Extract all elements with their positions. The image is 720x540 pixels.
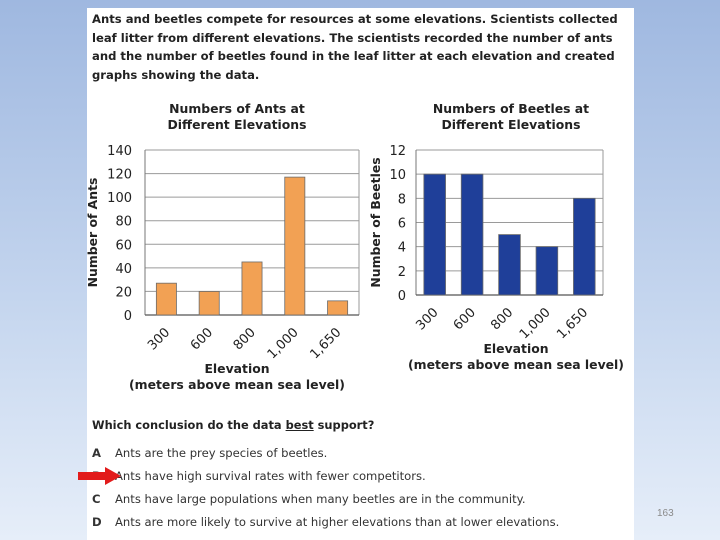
x-tick-label: 800 [231,325,259,353]
option-text: Ants are the prey species of beetles. [115,446,328,460]
y-tick-label: 0 [398,289,406,304]
y-tick-label: 10 [389,168,406,183]
y-tick-label: 6 [398,217,406,232]
bar-1,650 [327,300,349,316]
question-prefix: Which conclusion do the data [92,418,286,432]
option-text: Ants have high survival rates with fewer… [115,469,426,483]
bar-600 [198,291,220,316]
page-number: 163 [657,508,674,519]
option-text: Ants have large populations when many be… [115,492,526,506]
x-axis-title-line: (meters above mean sea level) [129,377,345,392]
y-tick-label: 2 [398,265,406,280]
option-d[interactable]: D Ants are more likely to survive at high… [92,515,559,529]
question-prompt: Which conclusion do the data best suppor… [92,418,374,432]
x-tick-label: 300 [145,325,173,353]
option-letter: D [92,515,102,529]
option-letter: A [92,446,101,460]
answer-pointer-arrow-icon [78,467,121,485]
x-tick-label: 800 [488,305,516,333]
y-tick-label: 20 [115,285,132,300]
y-tick-label: 100 [107,191,132,206]
x-axis-title-line: (meters above mean sea level) [408,357,624,372]
x-tick-label: 600 [451,305,479,333]
y-tick-label: 8 [398,192,406,207]
x-axis-title-line: Elevation [204,361,269,376]
y-axis-title: Number of Beetles [369,157,383,287]
bar-300 [155,282,177,316]
x-tick-label: 300 [413,305,441,333]
y-tick-label: 4 [398,241,406,256]
chart-title-line: Different Elevations [168,117,307,132]
bar-800 [241,261,263,316]
x-axis-title-line: Elevation [483,341,548,356]
option-b[interactable]: BAnts have high survival rates with fewe… [92,469,426,483]
chart-title-line: Numbers of Ants at [169,101,305,116]
y-tick-label: 12 [389,144,406,159]
chart-title-line: Numbers of Beetles at [433,101,589,116]
option-text: Ants are more likely to survive at highe… [115,515,560,529]
option-letter: C [92,492,101,506]
bar-800 [498,234,521,296]
question-suffix: support? [313,418,375,432]
bar-300 [423,173,446,296]
chart-title-line: Different Elevations [442,117,581,132]
bar-1,000 [535,246,559,296]
x-tick-label: 1,650 [308,325,345,362]
y-tick-label: 60 [115,238,132,253]
option-a[interactable]: A Ants are the prey species of beetles. [92,446,327,460]
intro-paragraph: Ants and beetles compete for resources a… [92,12,618,82]
x-tick-label: 600 [188,325,216,353]
y-tick-label: 120 [107,168,132,183]
question-emphasis: best [285,418,314,432]
y-tick-label: 80 [115,215,132,230]
bar-1,000 [284,176,306,316]
y-tick-label: 40 [115,262,132,277]
x-tick-label: 1,000 [517,305,554,342]
y-tick-label: 140 [107,144,132,159]
y-axis-title: Number of Ants [87,178,100,288]
bar-1,650 [573,197,596,296]
x-tick-label: 1,000 [265,325,302,362]
worksheet-panel: Ants and beetles compete for resources a… [87,8,634,540]
x-tick-label: 1,650 [554,305,591,342]
bar-600 [460,173,484,296]
option-c[interactable]: C Ants have large populations when many b… [92,492,526,506]
y-tick-label: 0 [124,309,132,324]
